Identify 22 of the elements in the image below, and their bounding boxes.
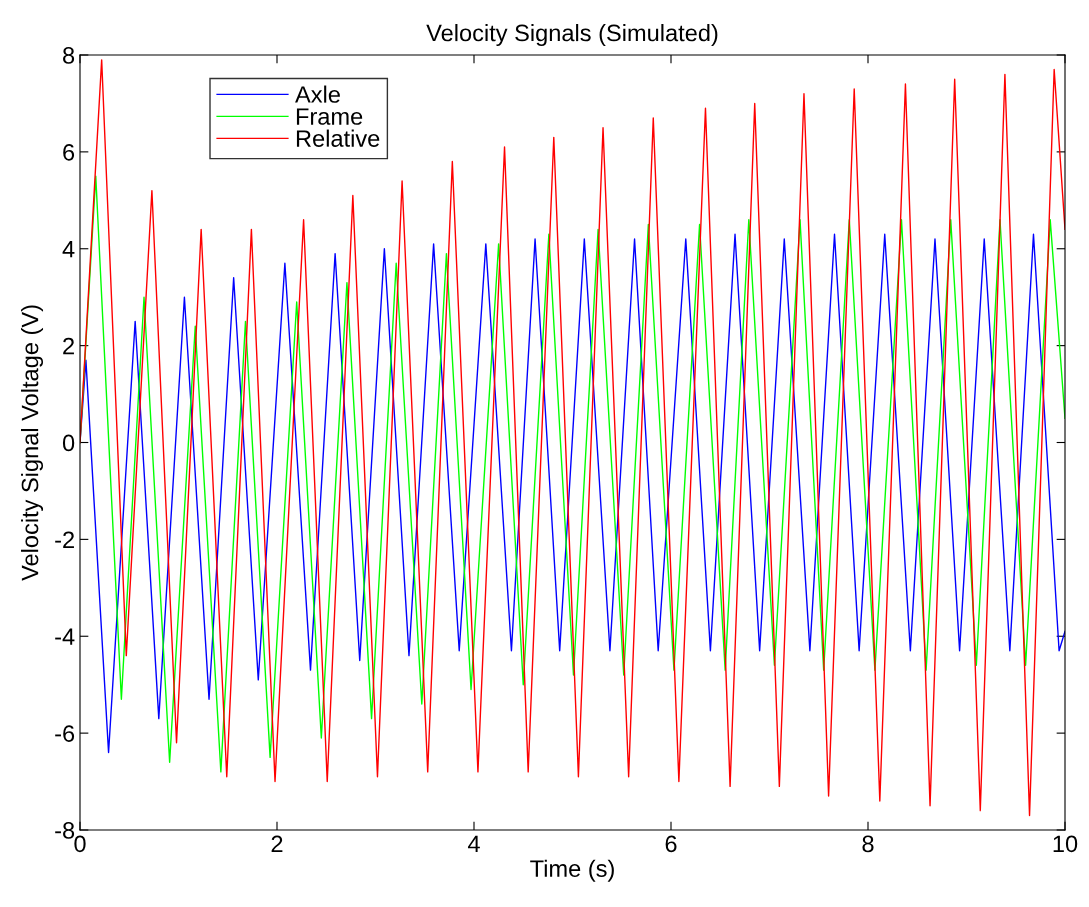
x-tick-label: 6: [665, 835, 677, 853]
x-axis-title: Time (s): [530, 859, 614, 882]
x-tick-label: 8: [862, 835, 874, 853]
y-tick-label: -2: [55, 531, 74, 548]
y-tick-label: -4: [55, 628, 75, 645]
y-axis-title: Velocity Signal Voltage (V): [21, 305, 44, 581]
legend-label: Frame: [296, 108, 363, 125]
x-tick-label: 2: [271, 835, 283, 852]
chart-title: Velocity Signals (Simulated): [426, 24, 718, 47]
y-tick-label: 0: [62, 434, 75, 452]
x-tick-label: 0: [74, 835, 86, 853]
x-tick-label: 10: [1053, 835, 1078, 853]
y-tick-label: 8: [63, 47, 75, 64]
legend-label: Axle: [295, 85, 340, 103]
line-series: [80, 59, 1065, 817]
y-tick-label: 2: [63, 337, 74, 355]
y-tick-label: 4: [62, 241, 75, 258]
y-tick-label: 6: [63, 143, 75, 161]
legend-label: Relative: [296, 129, 380, 147]
y-tick-label: -8: [55, 822, 75, 839]
x-tick-label: 4: [467, 835, 480, 852]
y-tick-label: -6: [55, 725, 75, 742]
